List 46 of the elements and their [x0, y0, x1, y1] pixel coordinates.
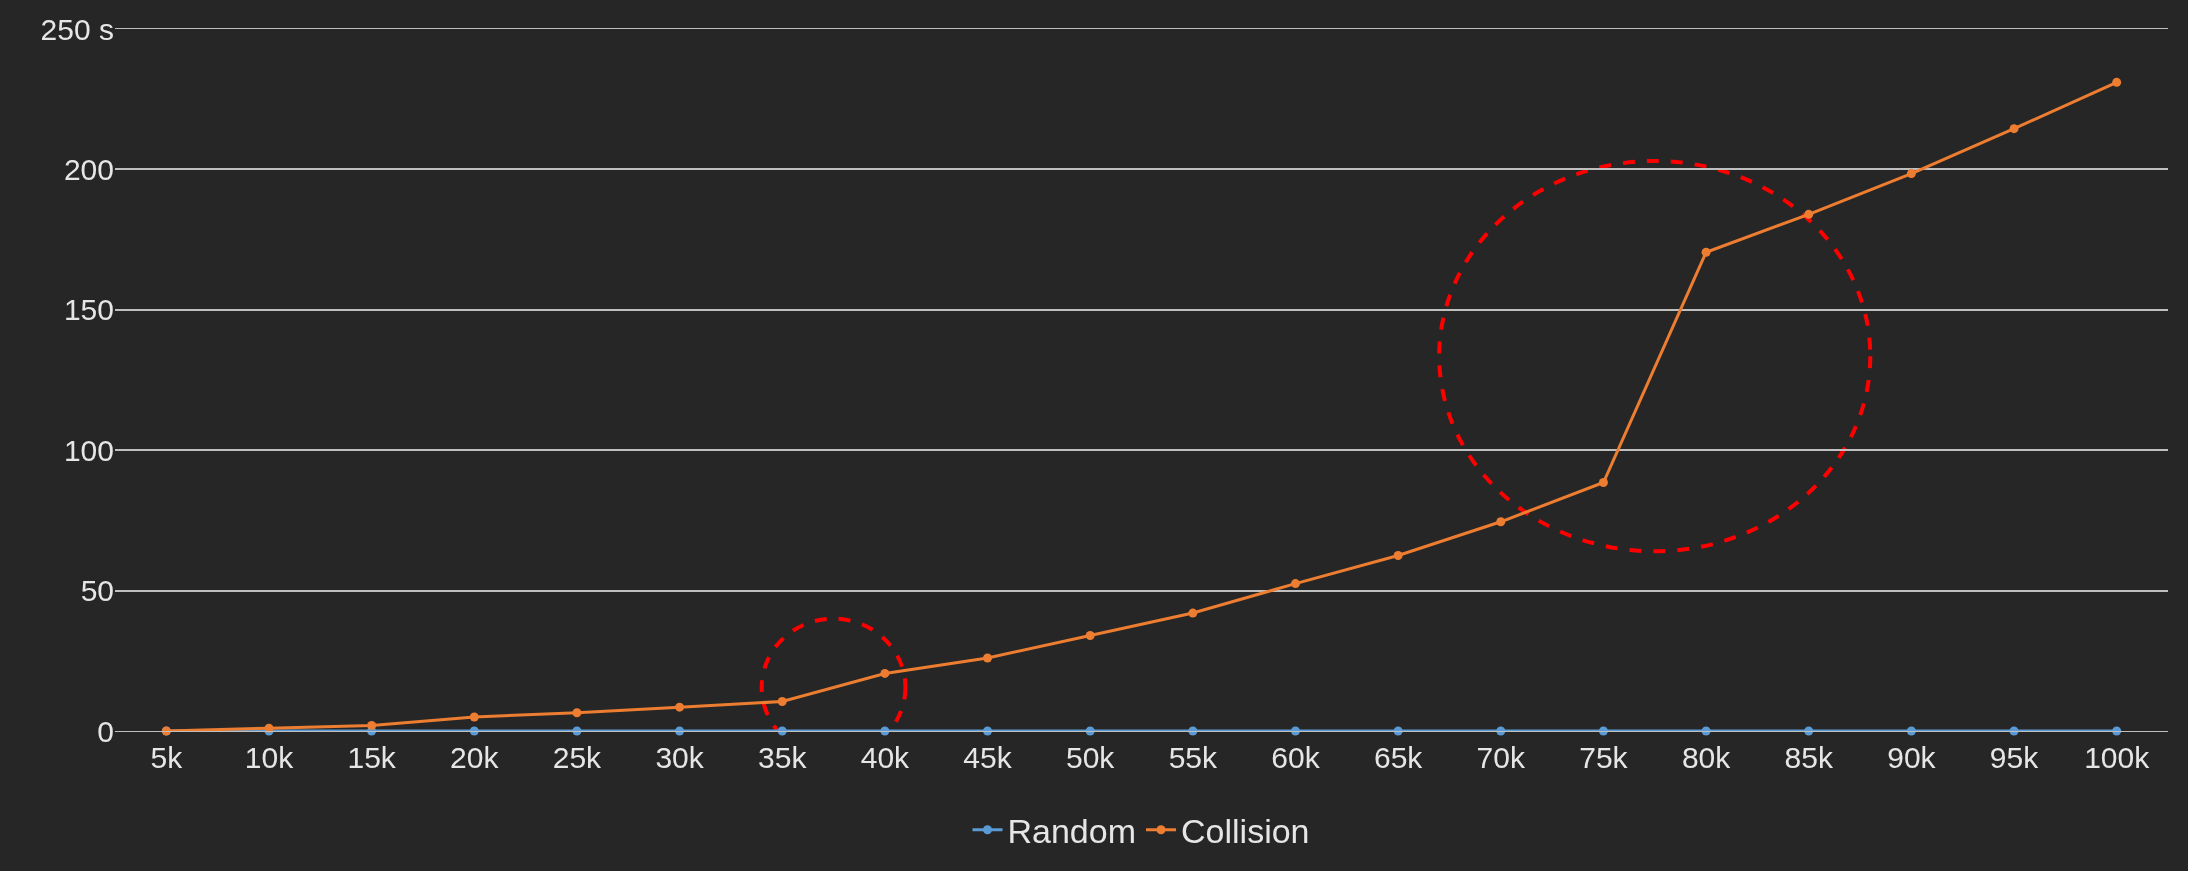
x-tick-label: 65k — [1373, 741, 1424, 774]
x-tick-label: 40k — [860, 741, 911, 774]
x-tick-label: 85k — [1784, 741, 1834, 774]
x-tick-label: 90k — [1887, 741, 1937, 774]
y-tick-label: 0 — [97, 714, 114, 748]
point — [469, 712, 479, 722]
x-tick-label: 80k — [1681, 741, 1732, 774]
x-tick-label: 45k — [963, 741, 1013, 774]
point — [1085, 631, 1095, 641]
x-tick-label: 50k — [1065, 741, 1116, 774]
point — [1496, 517, 1506, 527]
point — [1598, 477, 1608, 487]
point — [1906, 169, 1916, 179]
x-tick-label: 70k — [1476, 741, 1526, 774]
x-tick-label: 15k — [347, 741, 397, 774]
point — [1804, 209, 1814, 219]
x-tick-label: 5k — [150, 741, 184, 774]
y-tick-label: 50 — [80, 574, 114, 608]
point — [983, 653, 993, 663]
point — [1188, 608, 1198, 618]
x-tick-label: 20k — [450, 741, 500, 774]
y-tick-label: 250 s — [40, 12, 114, 46]
point — [2009, 124, 2019, 134]
point — [367, 720, 377, 730]
x-tick-label: 55k — [1168, 741, 1219, 774]
x-tick-label: 35k — [758, 741, 808, 774]
x-tick-label: 100k — [2084, 741, 2151, 774]
point — [1393, 551, 1403, 560]
point — [880, 668, 890, 678]
x-tick-label: 25k — [552, 741, 603, 774]
point — [1701, 247, 1711, 257]
point — [1290, 579, 1300, 589]
x-tick-label: 75k — [1579, 741, 1629, 774]
point — [2112, 77, 2122, 87]
point — [675, 702, 685, 712]
point — [777, 697, 787, 707]
point — [572, 708, 582, 718]
y-tick-label: 150 — [63, 293, 114, 327]
x-tick-label: 30k — [655, 741, 705, 774]
x-tick-label: 10k — [244, 741, 295, 774]
y-tick-label: 200 — [63, 152, 114, 186]
y-tick-label: 100 — [63, 433, 114, 467]
x-tick-label: 60k — [1271, 741, 1321, 774]
x-tick-label: 95k — [1989, 741, 2040, 774]
legend-label: Collision — [1181, 812, 1310, 851]
legend-label: Random — [1007, 812, 1137, 851]
